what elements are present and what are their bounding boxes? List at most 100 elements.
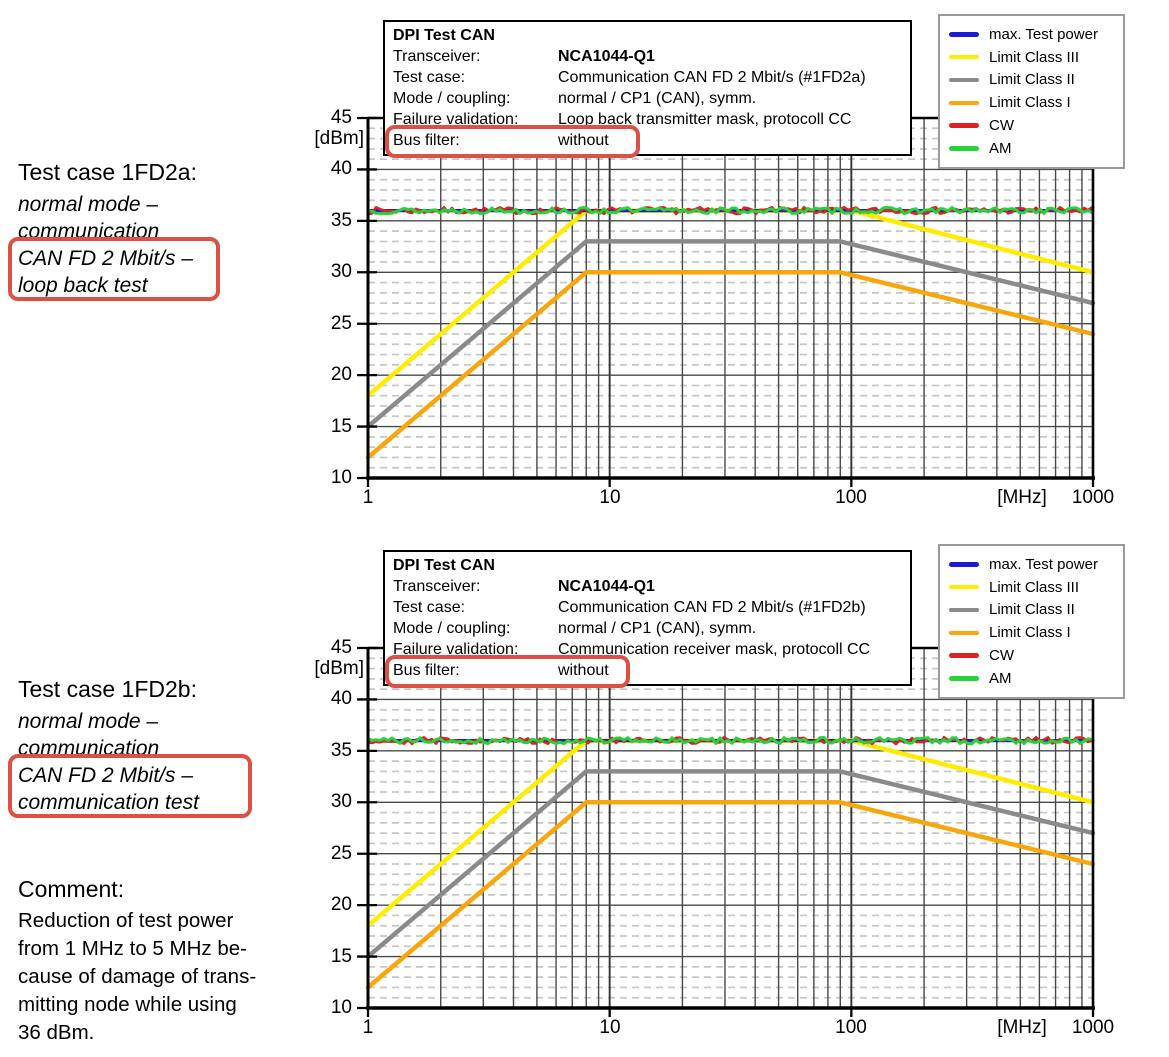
info-row-value: NCA1044-Q1: [558, 578, 655, 595]
info-row-test-case: Test case: Communication CAN FD 2 Mbit/s …: [393, 67, 902, 88]
comment-line: 36 dBm.: [18, 1021, 95, 1044]
x-axis-unit: [MHz]: [997, 487, 1047, 508]
info-row-value: normal / CP1 (CAN), symm.: [558, 90, 757, 107]
legend-item-limit-class-iii: Limit Class III: [949, 46, 1114, 69]
info-box-title: DPI Test CAN: [393, 27, 495, 44]
info-row-label: Failure validation:: [393, 111, 519, 128]
info-row-label: Bus filter:: [393, 662, 460, 679]
legend-swatch-limit-class-ii: [949, 77, 979, 83]
info-row-bus-filter: Bus filter: without: [393, 660, 902, 681]
legend-label: Limit Class II: [989, 601, 1075, 619]
highlight-box-bus-filter-1: [385, 125, 640, 158]
legend-item-limit-class-i: Limit Class I: [949, 91, 1114, 114]
info-row-label: Bus filter:: [393, 132, 460, 149]
series-line-limit-class-i: [365, 800, 1096, 990]
series-line-limit-class-ii: [365, 769, 1096, 959]
legend-item-limit-class-ii: Limit Class II: [949, 599, 1114, 622]
info-row-failure-validation: Failure validation: Loop back transmitter…: [393, 109, 902, 130]
annotation-test-case-1fd2b: Test case 1FD2b: normal mode – communica…: [18, 675, 199, 816]
legend-label: AM: [989, 139, 1012, 157]
x-tick-label: 1000: [1071, 1017, 1115, 1038]
legend-swatch-am: [949, 676, 979, 681]
x-tick-label: 1: [362, 1017, 374, 1038]
series-line-am: [366, 206, 1095, 216]
legend-swatch-limit-class-ii: [949, 607, 979, 613]
info-row-value: NCA1044-Q1: [558, 48, 655, 65]
x-axis-unit: [MHz]: [997, 1017, 1047, 1038]
info-box-1fd2b: DPI Test CAN Transceiver: NCA1044-Q1 Test …: [383, 550, 912, 686]
gridlines-minor: [368, 657, 1093, 999]
chart-plot-1: [357, 116, 1096, 487]
legend-item-max-test-power: max. Test power: [949, 23, 1114, 46]
x-tick-label: 1: [362, 487, 374, 508]
highlight-box-communication-test: [8, 754, 252, 818]
info-row-label: Mode / coupling:: [393, 90, 511, 107]
legend-swatch-max-test-power: [949, 562, 979, 567]
info-box-title: DPI Test CAN: [393, 557, 495, 574]
annotation-line-boxed: CAN FD 2 Mbit/s –: [18, 247, 194, 270]
y-tick-label: 15: [330, 946, 352, 967]
y-tick-label: 35: [330, 740, 352, 761]
info-row-value: without: [558, 132, 609, 149]
annotation-line-boxed: loop back test: [18, 274, 148, 297]
info-row-label: Mode / coupling:: [393, 620, 511, 637]
legend-swatch-limit-class-i: [949, 100, 979, 106]
legend-swatch-limit-class-iii: [949, 584, 979, 590]
y-tick-label: 10: [330, 997, 352, 1018]
x-tick-label: 1000: [1071, 487, 1115, 508]
y-tick-label: 40: [330, 688, 352, 709]
info-row-value: Communication CAN FD 2 Mbit/s (#1FD2a): [558, 69, 866, 86]
info-row-mode-coupling: Mode / coupling: normal / CP1 (CAN), symm…: [393, 618, 902, 639]
info-row-test-case: Test case: Communication CAN FD 2 Mbit/s …: [393, 597, 902, 618]
legend-swatch-limit-class-i: [949, 630, 979, 636]
y-tick-label: 30: [330, 791, 352, 812]
y-tick-label: 20: [330, 894, 352, 915]
legend-item-cw: CW: [949, 114, 1114, 137]
annotation-title: Test case 1FD2a:: [18, 159, 197, 185]
comment-line: cause of damage of trans-: [18, 965, 257, 988]
legend-swatch-cw: [949, 653, 979, 658]
annotation-line: normal mode –: [18, 710, 159, 733]
info-row-transceiver: Transceiver: NCA1044-Q1: [393, 576, 902, 597]
annotation-line-boxed: CAN FD 2 Mbit/s –: [18, 764, 194, 787]
info-row-bus-filter: Bus filter: without: [393, 130, 902, 151]
y-axis-unit: [dBm]: [314, 128, 364, 149]
legend-item-cw: CW: [949, 644, 1114, 667]
legend-label: Limit Class III: [989, 48, 1080, 66]
info-row-value: normal / CP1 (CAN), symm.: [558, 620, 757, 637]
info-box-1fd2a: DPI Test CAN Transceiver: NCA1044-Q1 Test …: [383, 20, 912, 156]
comment-block: Comment: Reduction of test power from 1 …: [18, 874, 256, 1047]
y-tick-label: 20: [330, 364, 352, 385]
y-axis-unit: [dBm]: [314, 658, 364, 679]
annotation-test-case-1fd2a: Test case 1FD2a: normal mode – communica…: [18, 158, 197, 299]
info-row-value: Communication CAN FD 2 Mbit/s (#1FD2b): [558, 599, 866, 616]
comment-line: mitting node while using: [18, 993, 237, 1016]
legend-item-limit-class-ii: Limit Class II: [949, 69, 1114, 92]
legend-label: max. Test power: [989, 25, 1098, 43]
info-row-label: Test case:: [393, 69, 466, 86]
legend-swatch-limit-class-iii: [949, 54, 979, 60]
gridlines-vertical: [440, 118, 1083, 478]
info-row-transceiver: Transceiver: NCA1044-Q1: [393, 46, 902, 67]
legend-item-am: AM: [949, 137, 1114, 160]
legend-label: max. Test power: [989, 555, 1098, 573]
legend-label: CW: [989, 647, 1014, 665]
comment-title: Comment:: [18, 876, 125, 902]
annotation-line: normal mode –: [18, 193, 159, 216]
comment-line: Reduction of test power: [18, 909, 234, 932]
info-row-value: Communication receiver mask, protocoll C…: [558, 641, 871, 658]
series-line-am: [366, 736, 1095, 746]
legend-label: CW: [989, 117, 1014, 135]
y-tick-label: 30: [330, 261, 352, 282]
highlight-box-bus-filter-2: [385, 655, 630, 688]
annotation-title: Test case 1FD2b:: [18, 676, 197, 702]
info-row-mode-coupling: Mode / coupling: normal / CP1 (CAN), symm…: [393, 88, 902, 109]
gridlines-vertical: [440, 648, 1083, 1008]
info-row-failure-validation: Failure validation: Communication receive…: [393, 639, 902, 660]
legend-swatch-max-test-power: [949, 32, 979, 37]
y-tick-label: 45: [330, 107, 352, 128]
series-line-limit-class-ii: [365, 239, 1096, 429]
chart-plot-2: [357, 646, 1096, 1017]
legend-swatch-am: [949, 146, 979, 151]
y-tick-label: 45: [330, 637, 352, 658]
